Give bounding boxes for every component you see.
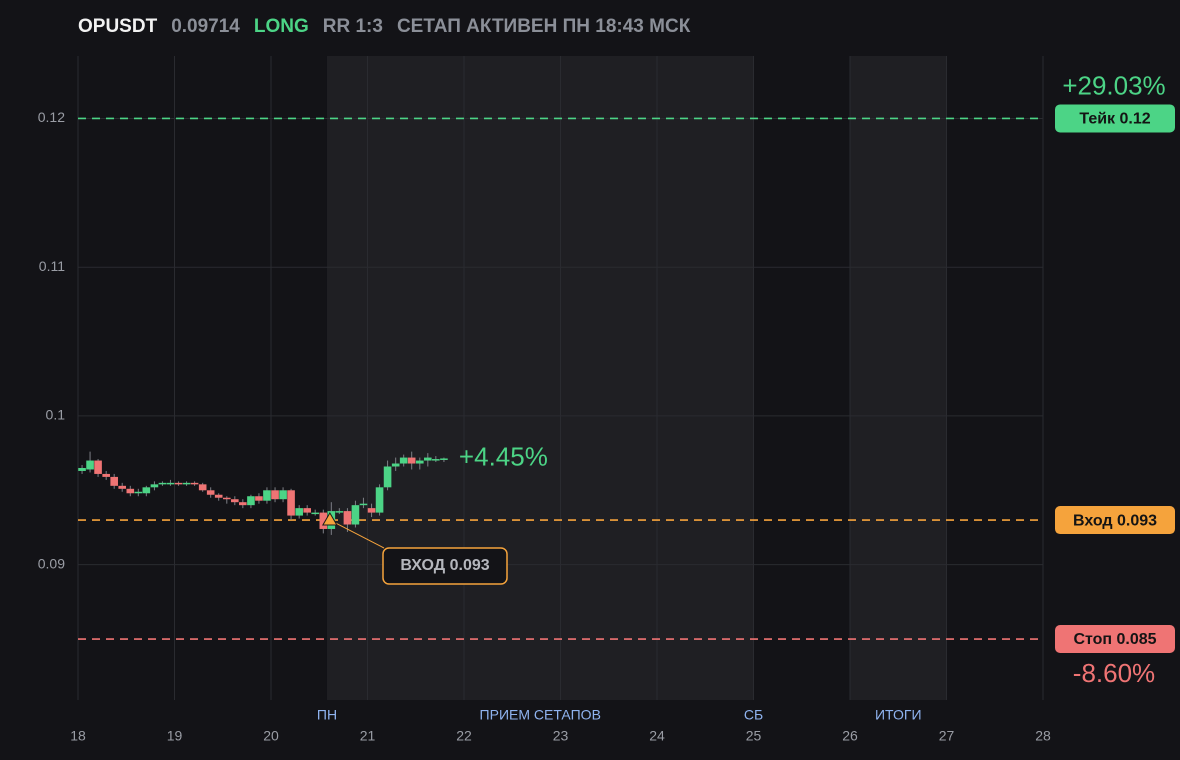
candle-body: [247, 496, 255, 506]
level-badge: [1055, 625, 1175, 654]
candle-body: [303, 508, 311, 513]
x-tick-label: 27: [939, 728, 955, 744]
candle-body: [424, 457, 432, 461]
x-tick-label: 18: [70, 728, 86, 744]
candle-body: [399, 457, 408, 464]
level-label: Тейк 0.12: [1079, 111, 1150, 128]
symbol: OPUSDT: [78, 16, 158, 37]
y-tick-label: 0.11: [39, 258, 65, 274]
candle-body: [311, 512, 319, 515]
level-change: -8.60%: [1073, 658, 1155, 688]
level-label: Вход 0.093: [1073, 512, 1157, 529]
candle-body: [416, 460, 424, 464]
session-region: [326, 56, 754, 700]
candle-body: [432, 459, 440, 461]
entry-label: ВХОД 0.093: [400, 557, 489, 574]
candle-body: [287, 490, 295, 516]
y-tick-label: 0.09: [38, 555, 65, 571]
session-label: ПРИЕМ СЕТАПОВ: [480, 707, 601, 723]
session-label: ИТОГИ: [875, 707, 922, 723]
x-tick-label: 23: [553, 728, 569, 744]
candle-body: [279, 490, 287, 500]
last-change: +4.45%: [459, 441, 548, 471]
candle-body: [271, 490, 279, 500]
candle-body: [174, 482, 183, 485]
x-tick-label: 28: [1035, 728, 1051, 744]
candle-body: [150, 484, 159, 488]
candle-body: [319, 512, 328, 529]
candle-body: [214, 494, 223, 498]
candle-body: [198, 484, 207, 491]
x-tick-label: 26: [842, 728, 858, 744]
price: 0.09714: [171, 16, 240, 37]
candle-body: [231, 499, 239, 503]
x-tick-label: 24: [649, 728, 665, 744]
entry-marker: [321, 512, 338, 526]
risk-reward: RR 1:3: [322, 16, 383, 37]
candle-body: [94, 460, 102, 474]
candle-body: [190, 482, 199, 485]
session-region: [850, 56, 947, 700]
status: СЕТАП АКТИВЕН ПН 18:43 МСК: [396, 16, 691, 37]
candle-body: [255, 496, 263, 501]
candle-body: [110, 476, 118, 486]
candle-body: [166, 482, 175, 485]
candle-body: [351, 505, 360, 525]
candle-body: [407, 457, 416, 464]
candle-body: [440, 458, 448, 460]
candle-body: [263, 490, 271, 501]
candle-body: [78, 467, 86, 471]
candle-body: [158, 482, 167, 485]
candle-body: [223, 497, 231, 500]
level-badge: [1055, 104, 1175, 133]
candle-body: [182, 482, 191, 485]
header: OPUSDT 0.09714 LONG RR 1:3 СЕТАП АКТИВЕН…: [78, 16, 690, 38]
entry-connector: [329, 519, 385, 549]
candle-body: [206, 490, 215, 495]
candle-body: [295, 508, 303, 516]
session-label: ПН: [317, 707, 337, 723]
candle-body: [391, 463, 400, 467]
side: LONG: [253, 16, 309, 37]
level-change: +29.03%: [1062, 70, 1165, 100]
candle-body: [239, 502, 247, 506]
x-tick-label: 21: [360, 728, 376, 744]
candle-body: [102, 473, 110, 477]
entry-callout: [382, 547, 508, 585]
level-label: Стоп 0.085: [1073, 631, 1156, 648]
candle-body: [383, 466, 392, 488]
candle-body: [335, 511, 344, 513]
candle-body: [142, 487, 151, 494]
candle-body: [126, 488, 135, 494]
candle-body: [375, 487, 384, 513]
candle-body: [118, 485, 126, 489]
session-label: СБ: [744, 707, 763, 723]
candle-body: [367, 508, 376, 513]
candle-body: [134, 491, 143, 494]
x-tick-label: 20: [263, 728, 279, 744]
x-tick-label: 22: [456, 728, 472, 744]
level-badge: [1055, 506, 1175, 535]
candle-body: [86, 460, 94, 470]
y-tick-label: 0.1: [46, 407, 66, 423]
y-tick-label: 0.12: [38, 109, 65, 125]
x-tick-label: 19: [167, 728, 183, 744]
x-tick-label: 25: [746, 728, 762, 744]
candle-body: [359, 503, 368, 506]
candle-body: [343, 511, 352, 525]
